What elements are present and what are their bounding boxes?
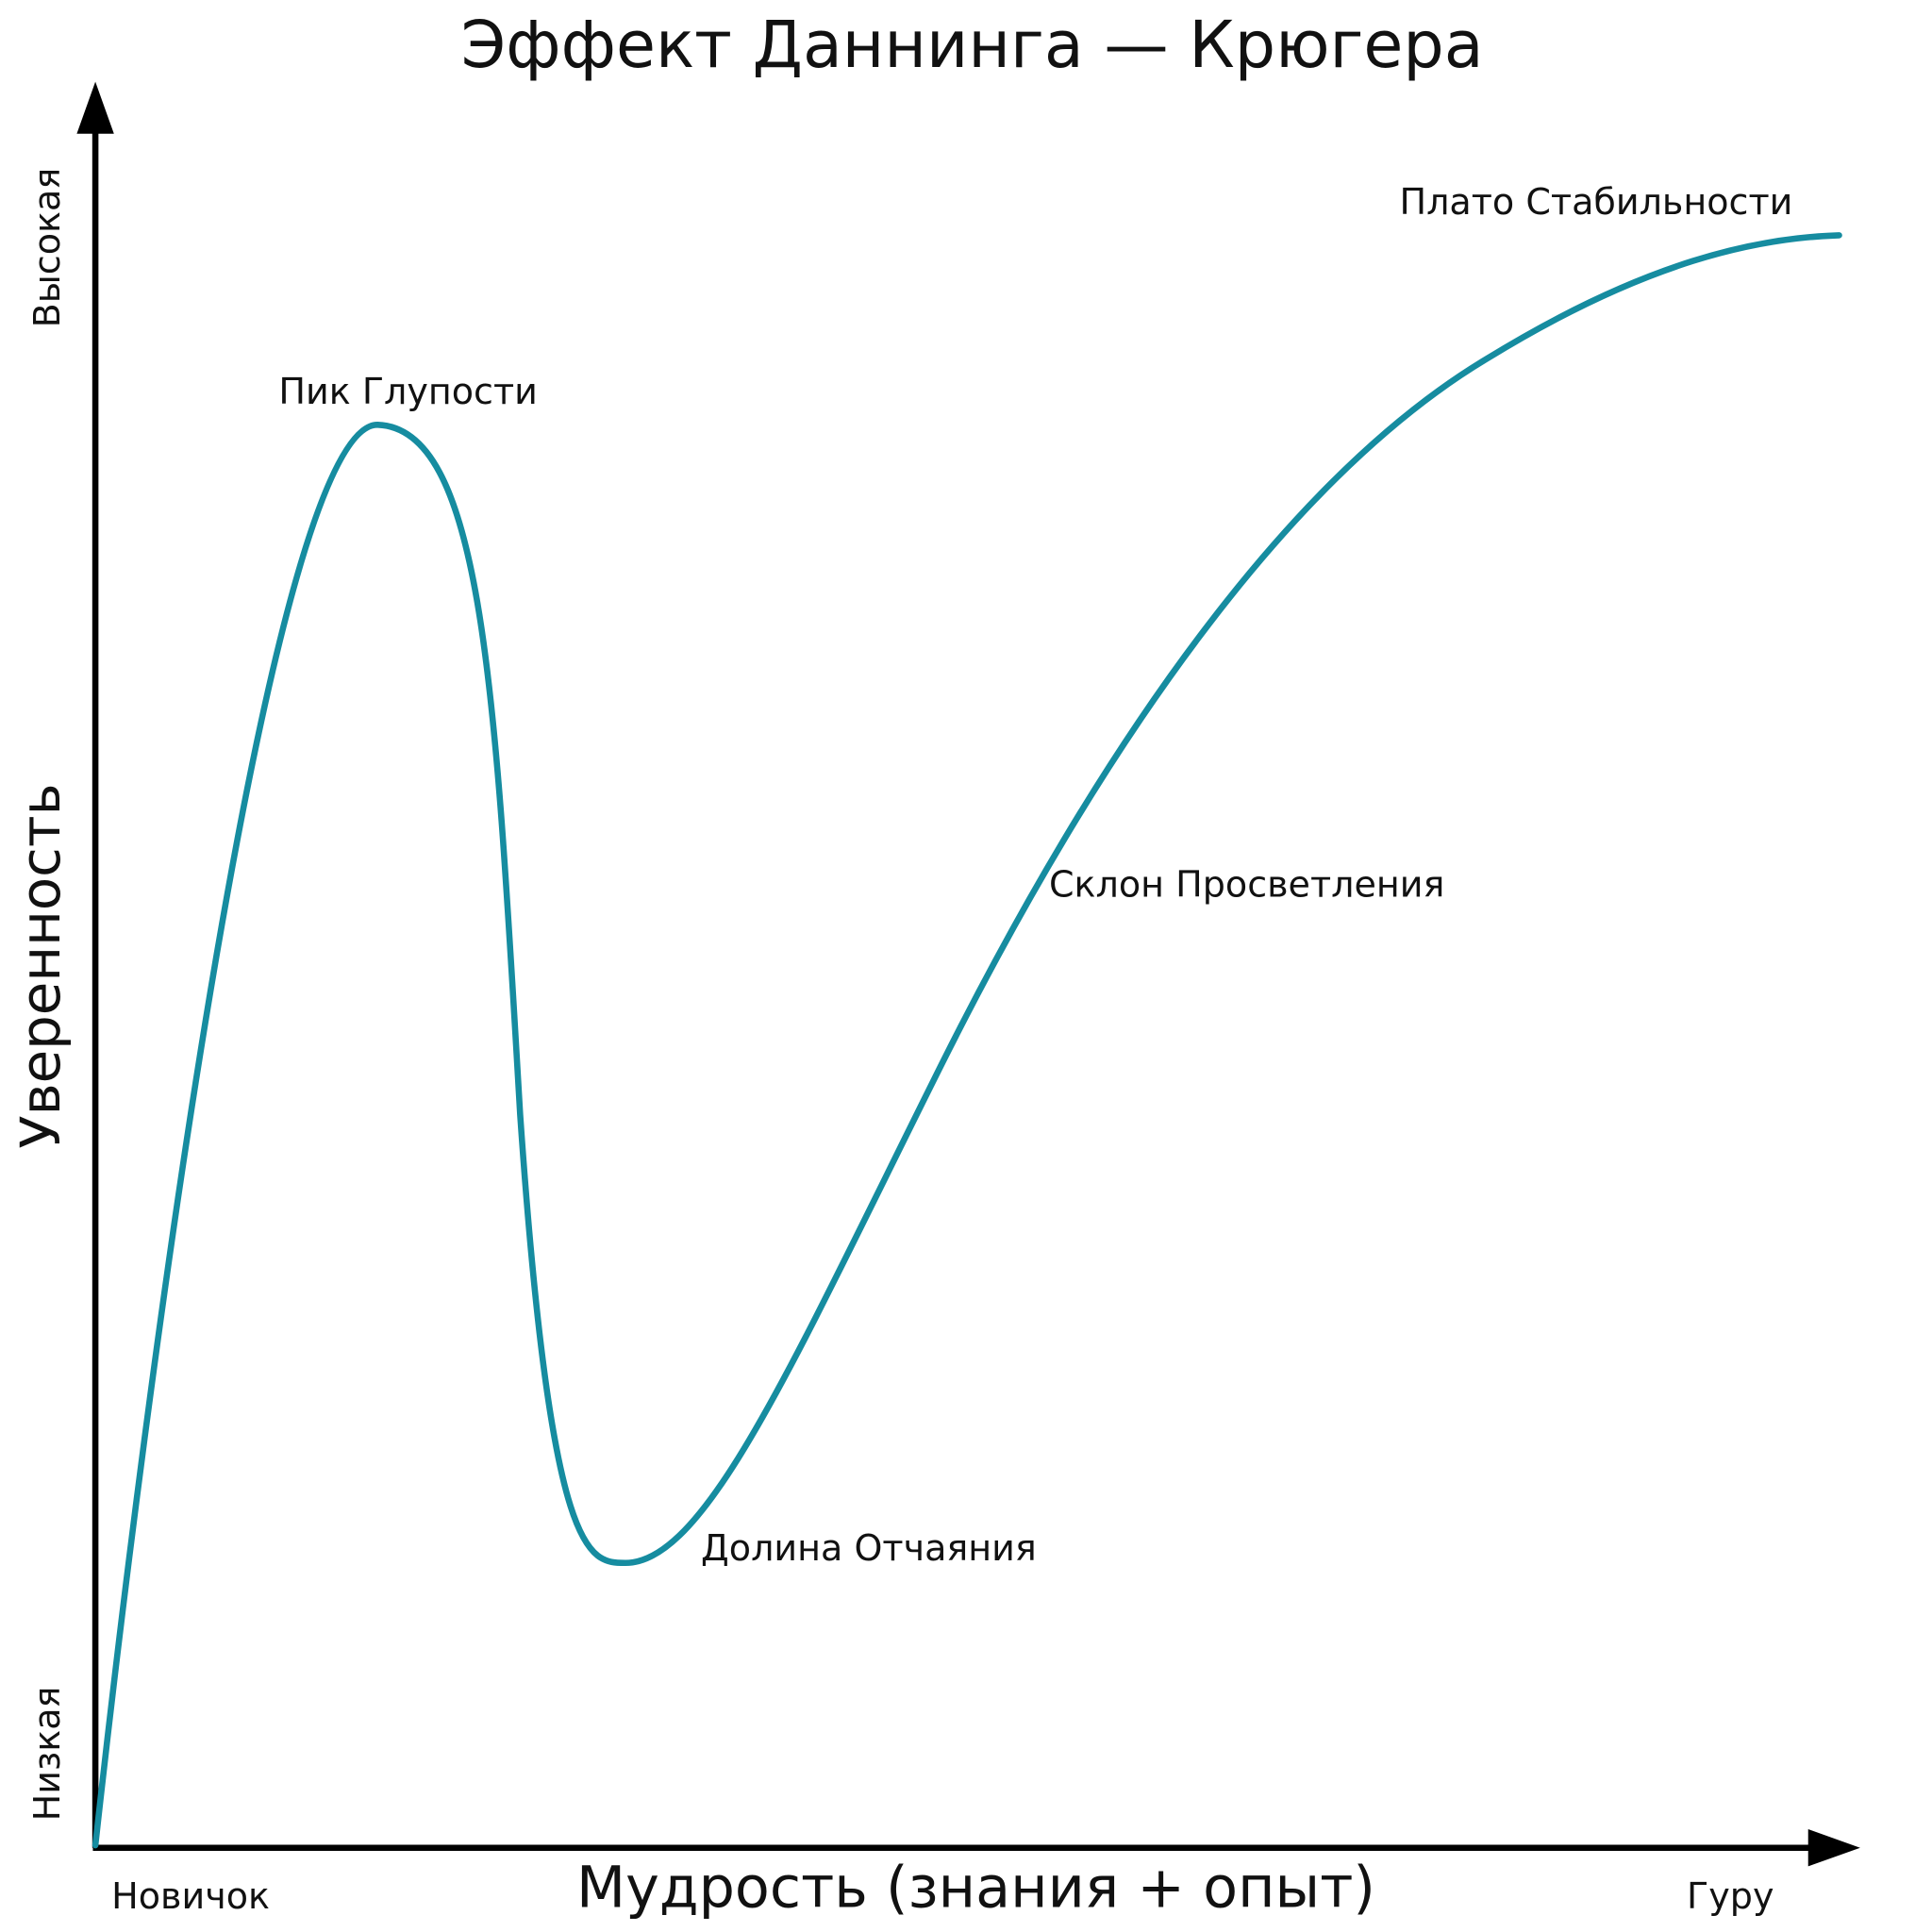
x-end: Гуру [1687,1875,1774,1917]
annotation: Пик Глупости [278,371,538,412]
x-axis-arrow [1807,1829,1860,1867]
y-low: Низкая [26,1687,68,1822]
annotation: Склон Просветления [1049,863,1444,905]
x-axis-label: Мудрость (знания + опыт) [576,1855,1375,1921]
y-high: Высокая [26,168,68,328]
title: Эффект Даннинга — Крюгера [461,8,1484,83]
y-axis-arrow [76,81,114,134]
curve [92,232,1842,1849]
annotation: Плато Стабильности [1399,181,1792,223]
annotation: Долина Отчаяния [701,1527,1037,1569]
x-start: Новичок [111,1875,270,1917]
y-axis-label: Уверенность [8,783,73,1148]
